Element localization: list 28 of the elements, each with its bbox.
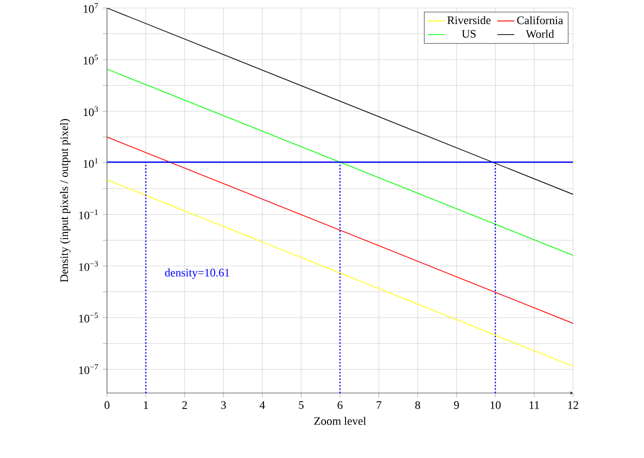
legend-label: World (526, 30, 554, 38)
x-tick-label: 2 (182, 401, 187, 409)
y-axis-title: Density (input pixels / output pixel) (60, 119, 70, 282)
y-tick-label: 10$^{1}$ (84, 158, 98, 168)
y-tick-label: 10$^{5}$ (84, 54, 98, 64)
y-tick-label: 10$^{−3}$ (79, 261, 98, 271)
x-tick-label: 10 (490, 401, 501, 409)
legend-label: Riverside (447, 16, 491, 24)
y-tick-label: 10$^{−7}$ (79, 364, 98, 374)
x-tick-label: 9 (454, 401, 459, 409)
y-tick-label: 10$^{3}$ (84, 106, 98, 116)
x-tick-label: 3 (221, 401, 226, 409)
x-tick-label: 6 (338, 401, 343, 409)
y-tick-label: 10$^{−5}$ (79, 312, 98, 322)
legend-label: US (462, 30, 476, 38)
x-tick-label: 12 (568, 401, 578, 409)
x-axis-title: Zoom level (314, 416, 366, 425)
x-tick-label: 5 (298, 401, 304, 409)
y-tick-label: 10$^{−1}$ (79, 210, 98, 220)
x-tick-label: 1 (144, 401, 148, 409)
legend-label: California (517, 16, 564, 24)
x-tick-label: 8 (415, 401, 420, 409)
ref-line-label: density=10.61 (165, 268, 230, 279)
x-tick-label: 0 (104, 401, 110, 409)
x-tick-label: 4 (260, 401, 266, 409)
x-tick-label: 7 (376, 401, 382, 409)
y-tick-label: 10$^{7}$ (84, 3, 98, 13)
x-tick-label: 11 (530, 401, 539, 409)
